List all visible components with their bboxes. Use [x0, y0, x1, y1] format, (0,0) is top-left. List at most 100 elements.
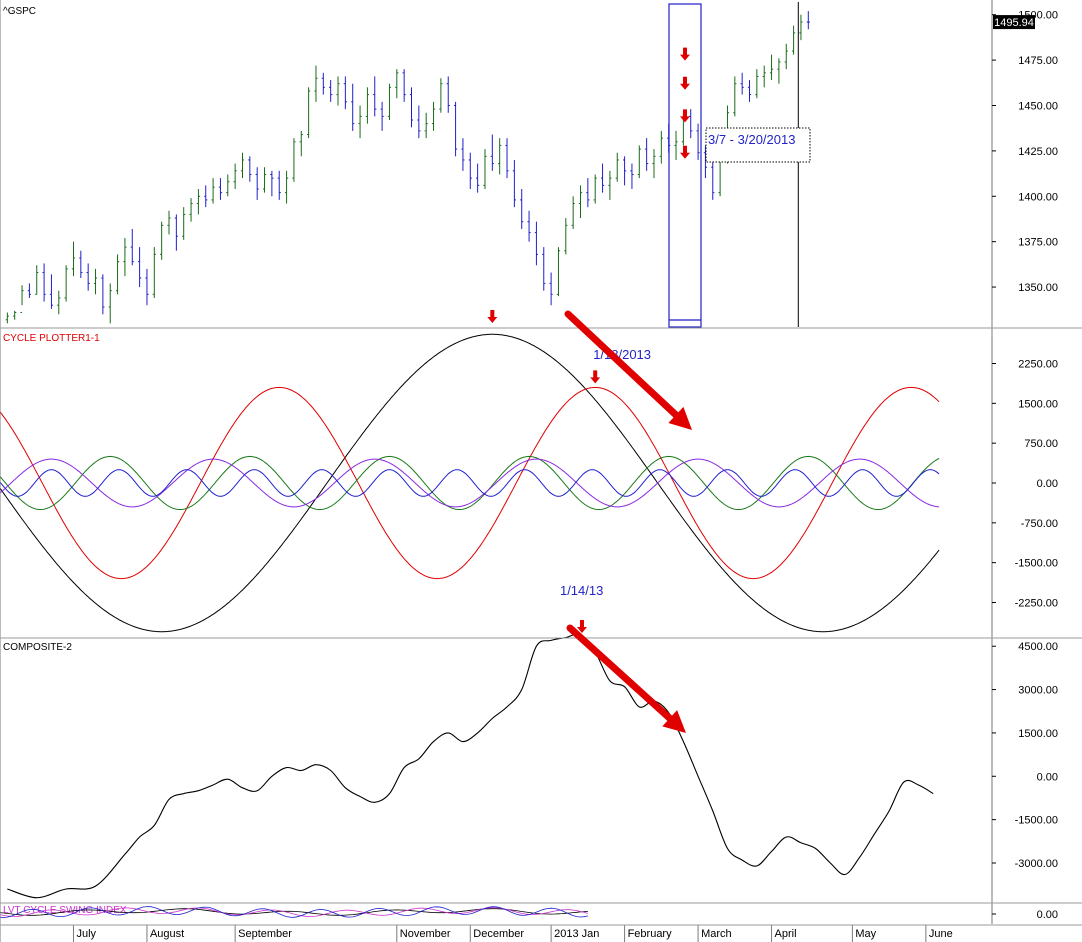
composite-line — [7, 633, 934, 899]
month-label: April — [775, 928, 797, 940]
price-bar — [755, 69, 759, 99]
price-bar — [226, 174, 230, 197]
price-bar — [387, 83, 392, 121]
price-bar — [483, 149, 487, 190]
price-bar — [586, 178, 590, 208]
price-bar — [564, 218, 568, 255]
price-bar — [637, 145, 641, 179]
price-bar — [351, 83, 355, 131]
price-bar — [806, 11, 810, 30]
forecast-arrow-icon — [680, 76, 690, 90]
price-bar — [314, 65, 318, 102]
price-bar — [196, 189, 200, 215]
price-bar — [13, 310, 17, 320]
forecast-arrow-icon — [680, 47, 690, 61]
month-label: February — [628, 928, 673, 940]
price-bar — [556, 247, 561, 297]
forecast-arrow-icon — [680, 145, 690, 159]
price-bar — [79, 250, 83, 278]
price-bar — [42, 263, 46, 302]
trend-arrow-icon-head — [662, 710, 686, 733]
price-bar — [270, 170, 274, 197]
price-y-tick-label: 1425.00 — [1018, 146, 1058, 158]
price-bar — [262, 167, 267, 193]
composite-peak-arrow-icon — [576, 620, 587, 633]
price-bar — [498, 138, 502, 175]
price-bar — [578, 185, 583, 219]
price-bar — [630, 163, 634, 190]
price-bar — [27, 283, 31, 298]
cycle-y-tick-label: 1500.00 — [1018, 398, 1058, 410]
price-bar — [453, 101, 458, 157]
price-bar — [240, 152, 245, 179]
price-bar — [115, 254, 120, 295]
price-y-tick-label: 1375.00 — [1018, 237, 1058, 249]
price-bar — [534, 221, 539, 266]
price-bar — [292, 138, 296, 182]
y-axes: 1500.00 1475.00 1450.00 1425.00 1400.00 1375.… — [0, 0, 1058, 942]
x-axis: July August September November December 2013 … — [0, 924, 992, 942]
price-bar — [777, 58, 781, 84]
price-bar — [138, 247, 142, 288]
price-bar — [204, 185, 208, 208]
cycle-y-tick-label: -750.00 — [1021, 518, 1058, 530]
price-bar — [490, 134, 494, 171]
price-bar — [733, 76, 737, 117]
price-bar — [792, 25, 796, 55]
price-y-tick-label: 1450.00 — [1018, 100, 1058, 112]
price-bar — [101, 274, 105, 315]
price-bar — [608, 170, 612, 200]
price-bar — [123, 238, 127, 277]
price-bar — [57, 290, 61, 315]
cycle-series-line — [0, 458, 940, 508]
price-bar — [659, 130, 663, 164]
swing-index-line — [0, 906, 588, 918]
price-bar — [769, 54, 774, 81]
cycle-y-tick-label: -1500.00 — [1015, 558, 1058, 570]
price-bar — [35, 265, 39, 295]
date-range-note-box — [705, 127, 811, 163]
price-bar — [395, 69, 399, 99]
price-bar — [152, 247, 156, 298]
month-label: December — [473, 928, 524, 940]
price-bar — [674, 130, 678, 160]
price-bar — [409, 87, 414, 128]
price-pane: ^GSPC 3/7 - 3/20/2013 — [3, 2, 811, 328]
price-bar — [321, 72, 325, 95]
composite-y-tick-label: 3000.00 — [1018, 685, 1058, 697]
price-bar — [108, 283, 112, 324]
price-bar — [358, 105, 362, 139]
price-bar — [130, 228, 134, 266]
composite-y-tick-label: -1500.00 — [1015, 815, 1058, 827]
composite-y-tick-label: 0.00 — [1037, 771, 1058, 783]
swing-pane-title: LVT CYCLE SWING INDEX — [3, 905, 127, 916]
price-bar — [461, 138, 465, 171]
price-bar — [365, 87, 370, 124]
last-value-label: 1495.94 — [994, 17, 1034, 29]
month-label: March — [701, 928, 732, 940]
composite-pane: COMPOSITE-2 1/14/13 — [3, 583, 934, 899]
price-bar — [248, 156, 252, 182]
price-bar — [711, 159, 715, 200]
cycle-series-line — [0, 333, 940, 633]
price-y-tick-label: 1400.00 — [1018, 191, 1058, 203]
cycle-plotter-pane: CYCLE PLOTTER1-1 1/18/2013 — [0, 310, 940, 633]
composite-annotation: 1/14/13 — [560, 583, 603, 598]
price-bar — [439, 78, 443, 113]
price-bar — [336, 76, 340, 106]
price-bar — [93, 268, 98, 295]
price-bar — [703, 145, 708, 179]
composite-pane-title: COMPOSITE-2 — [3, 642, 72, 653]
cycle-y-tick-label: 0.00 — [1037, 478, 1058, 490]
cycle-y-tick-label: -2250.00 — [1015, 597, 1058, 609]
month-label: November — [400, 928, 451, 940]
date-range-note: 3/7 - 3/20/2013 — [708, 132, 795, 147]
price-bar — [799, 14, 803, 41]
price-bar — [549, 272, 553, 306]
price-bar — [218, 178, 223, 200]
trend-arrow-icon-head — [668, 406, 692, 430]
trend-arrow-icon-shaft — [564, 310, 680, 419]
composite-y-tick-label: 4500.00 — [1018, 641, 1058, 653]
